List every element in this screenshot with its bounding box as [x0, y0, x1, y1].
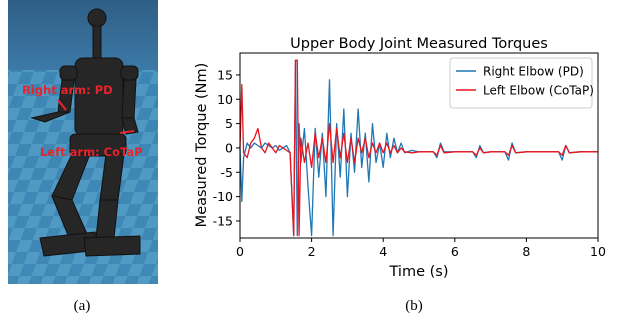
y-tick-label: -15 — [213, 213, 233, 228]
y-tick-label: 0 — [225, 140, 233, 155]
x-tick-label: 10 — [590, 244, 606, 259]
annotation: Right arm: PD — [22, 83, 113, 97]
x-tick-label: 8 — [522, 244, 530, 259]
caption: (a) — [74, 298, 91, 314]
y-tick-label: 15 — [217, 67, 233, 82]
y-tick-label: -5 — [221, 165, 233, 180]
x-tick-label: 6 — [451, 244, 459, 259]
legend: Right Elbow (PD) Left Elbow (CoTaP) — [450, 58, 594, 108]
figure: Right arm: PD Left arm: CoTaP (a) (b) Up… — [0, 0, 621, 323]
x-tick-label: 4 — [379, 244, 387, 259]
x-axis-label: Time (s) — [389, 264, 449, 280]
y-tick-label: -10 — [213, 189, 233, 204]
x-tick-label: 2 — [308, 244, 316, 259]
annotation: Left arm: CoTaP — [40, 145, 143, 159]
legend-label: Left Elbow (CoTaP) — [483, 84, 594, 98]
caption: (b) — [405, 298, 423, 314]
y-tick-label: 5 — [225, 116, 233, 131]
x-tick-label: 0 — [236, 244, 244, 259]
y-tick-label: 10 — [217, 92, 233, 107]
chart-title: Upper Body Joint Measured Torques — [290, 36, 548, 52]
y-axis-label: Measured Torque (Nm) — [194, 63, 210, 228]
legend-label: Right Elbow (PD) — [483, 65, 584, 79]
robot-image: Right arm: PD Left arm: CoTaP — [8, 0, 158, 284]
